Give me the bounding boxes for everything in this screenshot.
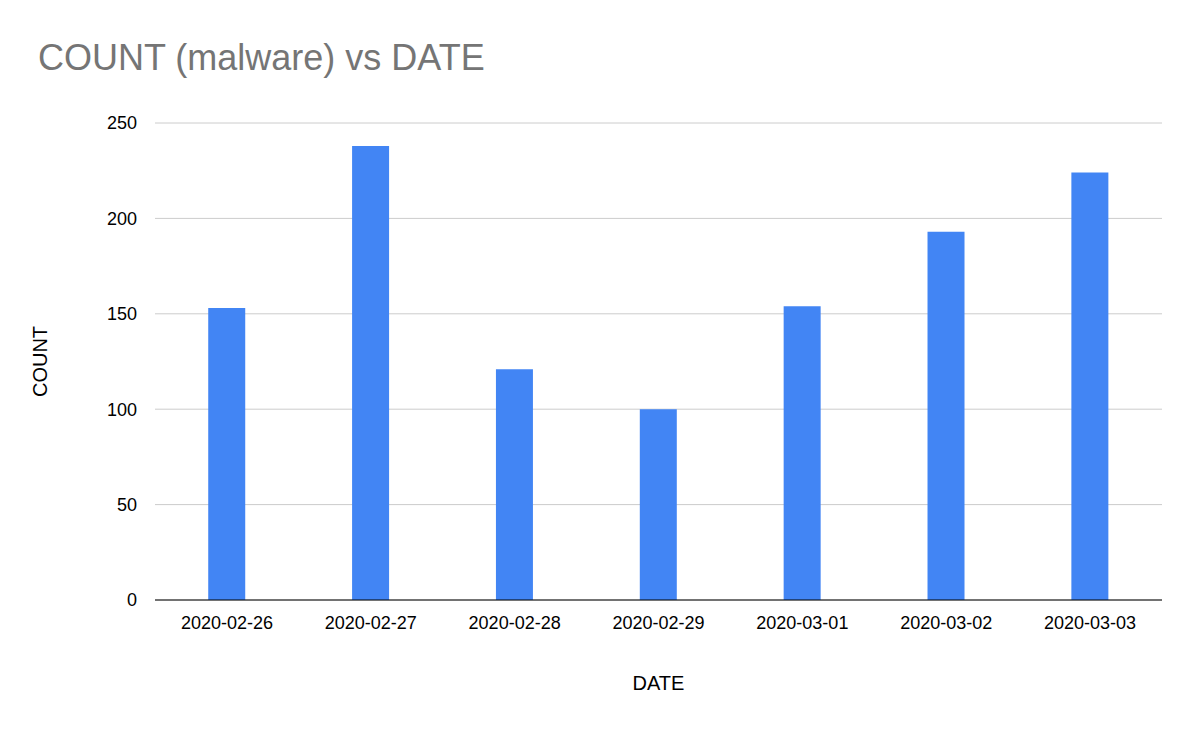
svg-text:2020-02-28: 2020-02-28 [469,613,561,633]
svg-text:150: 150 [107,304,137,324]
svg-text:COUNT: COUNT [29,326,51,397]
svg-text:50: 50 [117,495,137,515]
svg-text:2020-03-01: 2020-03-01 [756,613,848,633]
svg-text:250: 250 [107,113,137,133]
svg-text:2020-02-27: 2020-02-27 [325,613,417,633]
html-text:COUNT (malware) vs DATE: COUNT (malware) vs DATE [38,37,485,78]
svg-text:100: 100 [107,400,137,420]
svg-text:0: 0 [127,590,137,610]
svg-text:2020-02-26: 2020-02-26 [181,613,273,633]
svg-text:2020-03-03: 2020-03-03 [1044,613,1136,633]
svg-text:2020-03-02: 2020-03-02 [900,613,992,633]
svg-text:DATE: DATE [633,672,685,694]
svg-text:2020-02-29: 2020-02-29 [612,613,704,633]
svg-text:200: 200 [107,209,137,229]
